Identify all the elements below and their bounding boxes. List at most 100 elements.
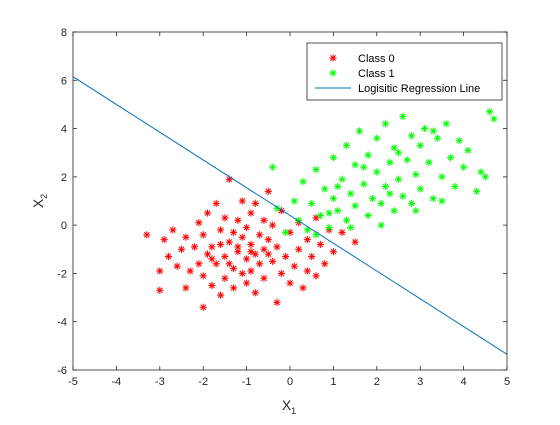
- class1-point: [399, 192, 407, 200]
- class0-point: [216, 226, 225, 234]
- class0-point: [238, 197, 246, 205]
- x-tick-label: 2: [374, 376, 380, 388]
- class0-point: [256, 260, 264, 268]
- class1-point: [407, 199, 416, 208]
- class0-point: [234, 216, 242, 224]
- class0-point: [290, 262, 298, 270]
- class1-point: [360, 163, 368, 171]
- class0-point: [208, 243, 216, 251]
- y-axis-label: X2: [30, 194, 49, 208]
- legend-star-class0: [329, 54, 337, 62]
- class0-point: [156, 286, 164, 294]
- class1-point: [446, 153, 455, 162]
- class1-point: [342, 216, 351, 224]
- y-tick-label: 2: [61, 172, 67, 184]
- class1-point: [386, 158, 394, 166]
- legend-marker-class0: [329, 54, 337, 62]
- class1-point: [433, 134, 442, 142]
- class1-point: [438, 197, 446, 205]
- class1-point: [316, 211, 324, 220]
- class0-point: [260, 216, 268, 224]
- class0-point: [260, 245, 268, 253]
- class1-point: [282, 228, 290, 236]
- class0-point: [321, 260, 329, 268]
- class1-point: [360, 180, 368, 188]
- legend-marker-class1: [329, 69, 337, 77]
- class1-point: [455, 137, 463, 145]
- class0-point: [308, 252, 316, 261]
- x-axis-label: X1: [282, 397, 296, 416]
- class1-point: [390, 207, 398, 215]
- class1-point: [399, 112, 407, 121]
- class0-point: [273, 298, 281, 306]
- class0-point: [256, 231, 264, 239]
- class0-point: [234, 243, 242, 251]
- y-tick-label: -4: [57, 317, 67, 329]
- legend-label-class1: Class 1: [358, 68, 395, 80]
- class0-point: [277, 269, 285, 278]
- class1-point: [420, 124, 429, 133]
- class0-point: [243, 223, 251, 232]
- class1-point: [329, 153, 337, 162]
- x-tick-label: 0: [287, 376, 293, 388]
- x-tick-label: -2: [198, 376, 208, 388]
- class0-point: [160, 236, 168, 244]
- class0-point: [186, 267, 194, 275]
- class1-point: [386, 190, 394, 198]
- class1-point: [351, 161, 359, 169]
- class1-point: [308, 199, 316, 208]
- class0-point: [238, 269, 246, 278]
- class1-point: [438, 173, 446, 181]
- class0-point: [182, 233, 190, 241]
- class1-point: [342, 141, 351, 150]
- class0-point: [329, 248, 337, 256]
- class1-point: [355, 127, 364, 135]
- class0-point: [247, 209, 255, 217]
- class0-point: [251, 199, 259, 208]
- class1-point: [329, 194, 337, 203]
- class0-point: [338, 228, 346, 236]
- x-tick-label: -3: [155, 376, 165, 388]
- class0-point: [229, 284, 238, 292]
- class0-point: [295, 245, 303, 253]
- x-tick-label: 5: [504, 376, 510, 388]
- class0-point: [216, 291, 225, 299]
- class0-point: [316, 240, 324, 249]
- class0-point: [195, 219, 203, 227]
- class0-point: [312, 272, 320, 280]
- legend: Class 0 Class 1 Logisitic Regression Lin…: [306, 42, 503, 101]
- class0-point: [225, 238, 233, 246]
- class1-point: [338, 175, 346, 183]
- class0-point: [203, 250, 212, 258]
- class0-point: [264, 236, 272, 244]
- class0-point: [286, 279, 294, 287]
- class1-points: [269, 108, 498, 239]
- class0-point: [260, 274, 268, 282]
- class1-point: [442, 120, 450, 128]
- y-tick-label: 6: [61, 75, 67, 87]
- class1-point: [373, 134, 381, 142]
- x-axis-ticks: -5 -4 -3 -2 -1 0 1 2 3 4 5: [68, 32, 510, 388]
- class0-point: [156, 267, 164, 275]
- class1-point: [325, 209, 333, 217]
- class0-point: [221, 214, 229, 222]
- class1-point: [429, 194, 437, 203]
- class0-point: [303, 267, 311, 275]
- y-tick-label: -2: [57, 268, 67, 280]
- class0-point: [282, 252, 290, 261]
- regression-line: [72, 76, 508, 355]
- class0-point: [247, 267, 255, 275]
- x-tick-label: 1: [330, 376, 336, 388]
- legend-box: [306, 42, 503, 101]
- class1-point: [407, 132, 416, 140]
- legend-entry-class0: Class 0: [329, 53, 395, 65]
- class1-point: [347, 223, 355, 232]
- legend-label-class0: Class 0: [358, 53, 395, 65]
- class1-point: [351, 202, 359, 210]
- x-tick-label: -1: [242, 376, 252, 388]
- x-tick-label: -5: [68, 376, 78, 388]
- class0-point: [203, 209, 212, 217]
- class0-point: [229, 265, 238, 273]
- class0-point: [238, 233, 246, 241]
